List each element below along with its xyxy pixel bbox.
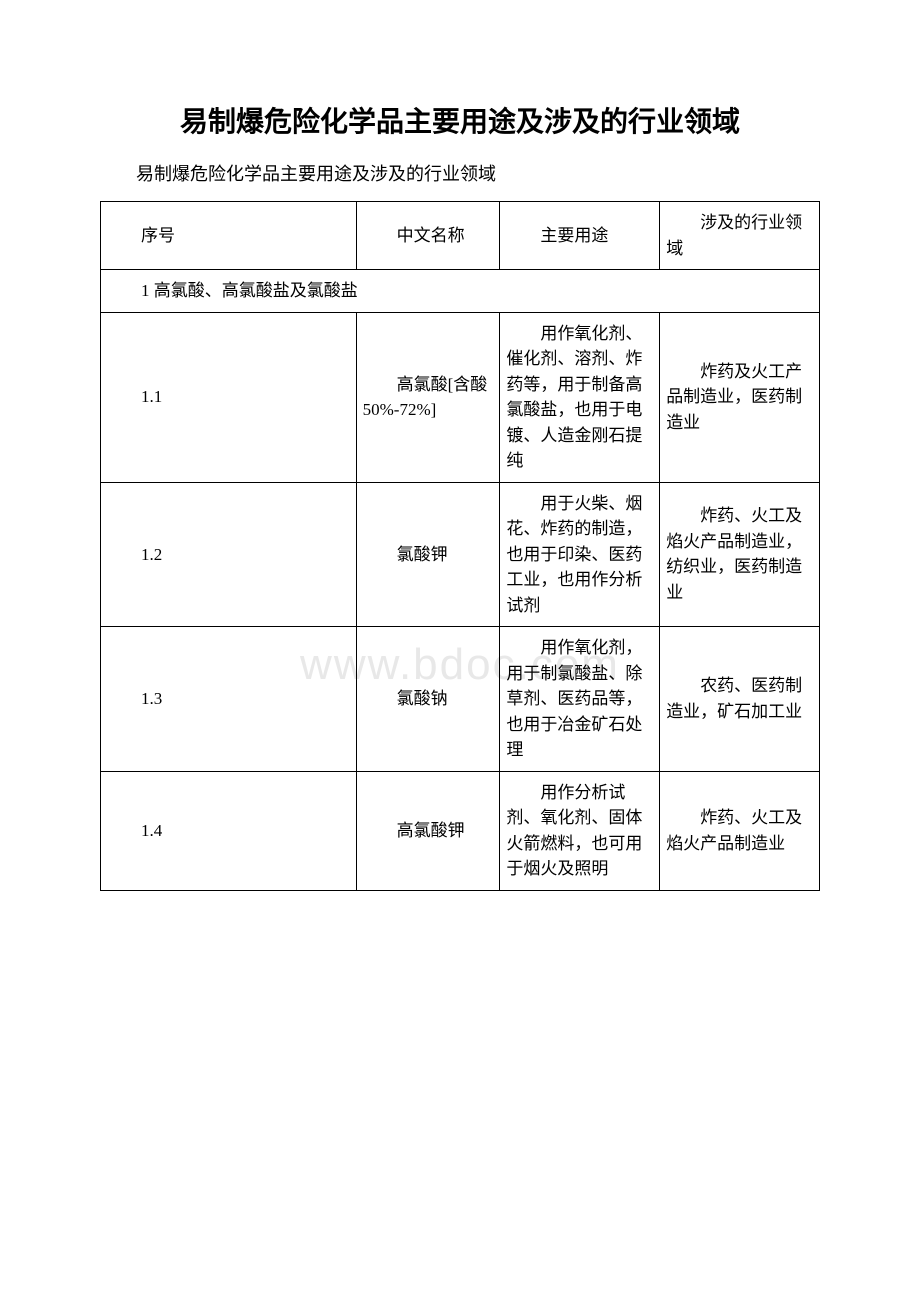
page-subtitle: 易制爆危险化学品主要用途及涉及的行业领域 <box>100 160 820 186</box>
cell-use: 用作分析试剂、氧化剂、固体火箭燃料，也可用于烟火及照明 <box>500 771 660 890</box>
cell-name: 氯酸钠 <box>356 627 500 772</box>
cell-industry: 炸药及火工产品制造业，医药制造业 <box>660 312 820 482</box>
cell-name: 氯酸钾 <box>356 482 500 627</box>
cell-industry: 农药、医药制造业，矿石加工业 <box>660 627 820 772</box>
table-row: 1.3 氯酸钠 用作氧化剂，用于制氯酸盐、除草剂、医药品等，也用于冶金矿石处理 … <box>101 627 820 772</box>
cell-use: 用作氧化剂、催化剂、溶剂、炸药等，用于制备高氯酸盐，也用于电镀、人造金刚石提纯 <box>500 312 660 482</box>
header-industry: 涉及的行业领域 <box>660 202 820 270</box>
header-name: 中文名称 <box>356 202 500 270</box>
table-row: 1.4 高氯酸钾 用作分析试剂、氧化剂、固体火箭燃料，也可用于烟火及照明 炸药、… <box>101 771 820 890</box>
cell-use: 用于火柴、烟花、炸药的制造，也用于印染、医药工业，也用作分析试剂 <box>500 482 660 627</box>
section-label: 1 高氯酸、高氯酸盐及氯酸盐 <box>101 270 820 313</box>
cell-name: 高氯酸钾 <box>356 771 500 890</box>
header-seq: 序号 <box>101 202 357 270</box>
header-use: 主要用途 <box>500 202 660 270</box>
table-row: 1.2 氯酸钾 用于火柴、烟花、炸药的制造，也用于印染、医药工业，也用作分析试剂… <box>101 482 820 627</box>
page-title: 易制爆危险化学品主要用途及涉及的行业领域 <box>100 100 820 140</box>
cell-seq: 1.1 <box>101 312 357 482</box>
cell-seq: 1.2 <box>101 482 357 627</box>
cell-name: 高氯酸[含酸 50%-72%] <box>356 312 500 482</box>
cell-industry: 炸药、火工及焰火产品制造业，纺织业，医药制造业 <box>660 482 820 627</box>
table-row: 1.1 高氯酸[含酸 50%-72%] 用作氧化剂、催化剂、溶剂、炸药等，用于制… <box>101 312 820 482</box>
cell-industry: 炸药、火工及焰火产品制造业 <box>660 771 820 890</box>
table-header-row: 序号 中文名称 主要用途 涉及的行业领域 <box>101 202 820 270</box>
cell-seq: 1.3 <box>101 627 357 772</box>
cell-seq: 1.4 <box>101 771 357 890</box>
table-section-row: 1 高氯酸、高氯酸盐及氯酸盐 <box>101 270 820 313</box>
chemicals-table: 序号 中文名称 主要用途 涉及的行业领域 1 高氯酸、高氯酸盐及氯酸盐 1.1 … <box>100 201 820 891</box>
cell-use: 用作氧化剂，用于制氯酸盐、除草剂、医药品等，也用于冶金矿石处理 <box>500 627 660 772</box>
